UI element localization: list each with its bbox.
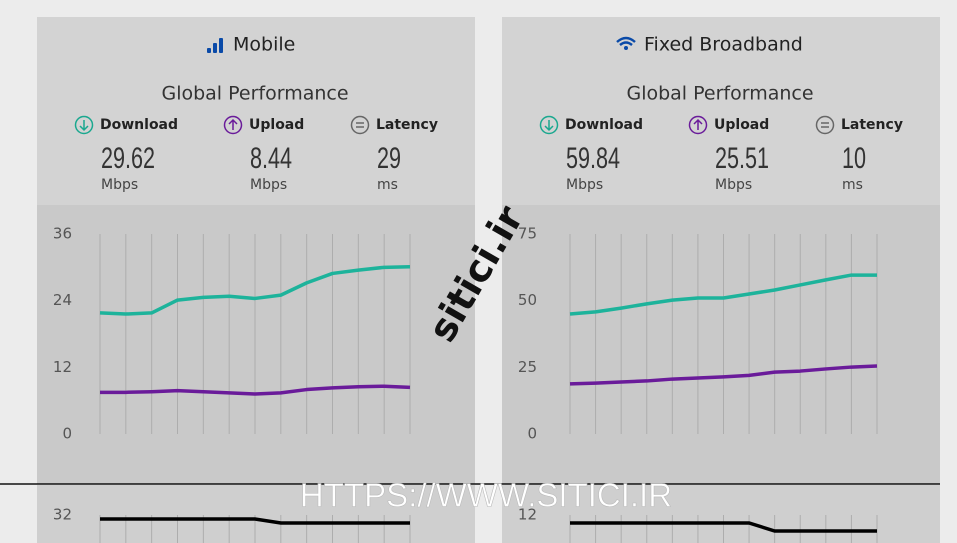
metric-icon <box>350 115 370 135</box>
card-latency-area <box>37 485 475 543</box>
y-tick-label: 32 <box>53 506 72 524</box>
y-tick-label: 25 <box>518 358 537 376</box>
metric-arrow <box>228 118 238 130</box>
metric-icon <box>539 115 559 135</box>
y-tick-label: 50 <box>518 291 537 309</box>
series-line <box>569 364 878 386</box>
metric-value: 29 <box>377 140 401 174</box>
metric-label: Upload <box>249 117 304 133</box>
metric-unit: Mbps <box>715 177 752 193</box>
latency-line <box>570 521 877 533</box>
metric-unit: ms <box>377 177 398 193</box>
metric-icon <box>815 115 835 135</box>
metric-value: 29.62 <box>101 140 155 174</box>
metric-value: 59.84 <box>566 140 620 174</box>
metric-unit: Mbps <box>566 177 603 193</box>
metric-arrow <box>544 120 554 132</box>
y-tick-label: 12 <box>53 358 72 376</box>
panel-title: Fixed Broadband <box>644 34 803 56</box>
series-line <box>100 384 411 396</box>
metric-label: Upload <box>714 117 769 133</box>
card-header <box>37 17 475 205</box>
mobile-icon-bar <box>213 43 217 53</box>
metric-icon <box>223 115 243 135</box>
card-chart-area <box>502 205 940 484</box>
metric-label: Download <box>565 117 643 133</box>
panel-subtitle: Global Performance <box>626 83 813 105</box>
metric-label: Download <box>100 117 178 133</box>
latency-line <box>100 517 410 525</box>
metric-icon <box>74 115 94 135</box>
mobile-icon-bar <box>219 38 223 53</box>
metric-value: 25.51 <box>715 140 769 174</box>
y-tick-label: 75 <box>518 225 537 243</box>
card-chart-area <box>37 205 475 484</box>
watermark-url: HTTPS://WWW.SITICI.IR <box>300 477 672 514</box>
metric-unit: ms <box>842 177 863 193</box>
cards: Mobile Global Performance Download 29.62 Mbp… <box>37 17 940 543</box>
metric-unit: Mbps <box>101 177 138 193</box>
y-tick-label: 12 <box>518 506 537 524</box>
metric-value: 10 <box>842 140 866 174</box>
y-tick-label: 0 <box>62 425 72 443</box>
metric-label: Latency <box>841 117 903 133</box>
card-latency-area <box>502 485 940 543</box>
metric-label: Latency <box>376 117 438 133</box>
metric-arrow <box>693 118 703 130</box>
panel: Fixed Broadband Global Performance Downloa… <box>502 17 940 543</box>
metric-icon <box>688 115 708 135</box>
series-line <box>99 265 411 316</box>
y-tick-label: 36 <box>53 225 72 243</box>
panel-title: Mobile <box>233 34 295 56</box>
panel-subtitle: Global Performance <box>161 83 348 105</box>
metric-latency-symbol <box>821 122 829 128</box>
wifi-icon <box>616 36 636 47</box>
metric-latency-symbol <box>356 122 364 128</box>
y-tick-label: 0 <box>527 425 537 443</box>
wifi-icon-dot <box>624 46 628 50</box>
series-line <box>569 273 877 316</box>
y-tick-label: 24 <box>53 291 72 309</box>
mobile-icon-bar <box>207 48 211 53</box>
metric-arrow <box>79 120 89 132</box>
metric-value: 8.44 <box>250 140 292 174</box>
panel: Mobile Global Performance Download 29.62 Mbp… <box>37 17 475 543</box>
card-header <box>502 17 940 205</box>
metric-unit: Mbps <box>250 177 287 193</box>
